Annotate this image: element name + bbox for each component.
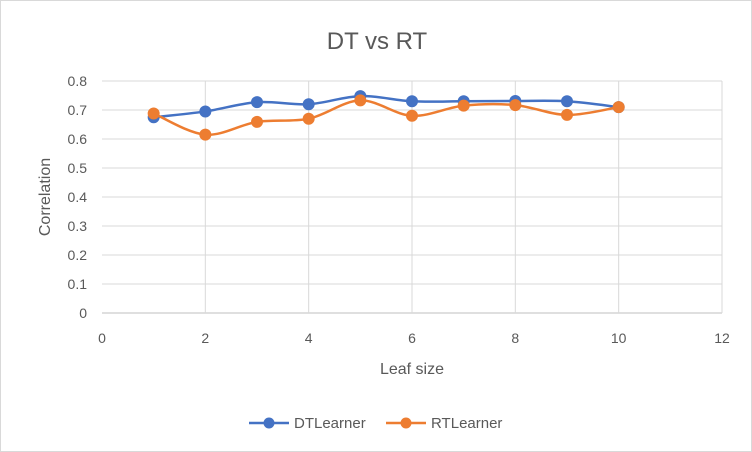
data-point-dtlearner bbox=[561, 95, 573, 108]
data-point-rtlearner bbox=[302, 112, 315, 125]
y-tick-label: 0.5 bbox=[68, 160, 88, 176]
x-tick-label: 0 bbox=[98, 330, 106, 346]
y-tick-label: 0.7 bbox=[68, 102, 88, 118]
y-tick-label: 0.1 bbox=[68, 276, 88, 292]
data-point-dtlearner bbox=[302, 98, 315, 111]
x-tick-label: 12 bbox=[714, 330, 730, 346]
series-lines bbox=[147, 90, 625, 141]
legend-item-dtlearner: DTLearner bbox=[249, 415, 366, 432]
x-tick-label: 8 bbox=[511, 330, 519, 346]
data-point-rtlearner bbox=[612, 101, 625, 114]
legend: DTLearner RTLearner bbox=[249, 415, 502, 432]
data-point-rtlearner bbox=[199, 128, 212, 141]
x-tick-label: 6 bbox=[408, 330, 416, 346]
chart-title: DT vs RT bbox=[327, 28, 428, 55]
x-tick-label: 10 bbox=[611, 330, 627, 346]
tick-labels: 0 0.1 0.2 0.3 0.4 0.5 0.6 0.7 0.8 0 2 4 6 8 10 12 bbox=[68, 73, 730, 346]
y-tick-label: 0.2 bbox=[68, 247, 88, 263]
data-point-rtlearner bbox=[147, 107, 160, 120]
data-point-rtlearner bbox=[457, 99, 470, 112]
data-point-dtlearner bbox=[406, 95, 418, 108]
y-tick-label: 0.3 bbox=[68, 218, 88, 234]
data-point-rtlearner bbox=[251, 115, 263, 128]
legend-label-dtlearner: DTLearner bbox=[294, 415, 366, 432]
data-point-dtlearner bbox=[251, 96, 263, 109]
series-rtlearner bbox=[147, 94, 625, 141]
data-point-rtlearner bbox=[509, 99, 522, 112]
series-line-dtlearner bbox=[153, 94, 619, 119]
x-axis-title: Leaf size bbox=[380, 361, 444, 378]
legend-label-rtlearner: RTLearner bbox=[431, 415, 502, 432]
y-axis-title: Correlation bbox=[37, 158, 54, 236]
y-tick-label: 0.4 bbox=[68, 189, 88, 205]
y-tick-label: 0.6 bbox=[68, 131, 88, 147]
series-line-rtlearner bbox=[153, 99, 619, 136]
legend-item-rtlearner: RTLearner bbox=[386, 415, 502, 432]
data-point-rtlearner bbox=[561, 108, 573, 121]
y-tick-label: 0.8 bbox=[68, 73, 88, 89]
x-tick-label: 4 bbox=[305, 330, 313, 346]
legend-marker-dtlearner bbox=[263, 417, 275, 429]
data-point-rtlearner bbox=[406, 109, 418, 122]
x-tick-label: 2 bbox=[201, 330, 209, 346]
data-point-dtlearner bbox=[199, 105, 212, 118]
y-tick-label: 0 bbox=[79, 305, 87, 321]
data-point-rtlearner bbox=[354, 94, 367, 107]
legend-marker-rtlearner bbox=[400, 417, 412, 429]
